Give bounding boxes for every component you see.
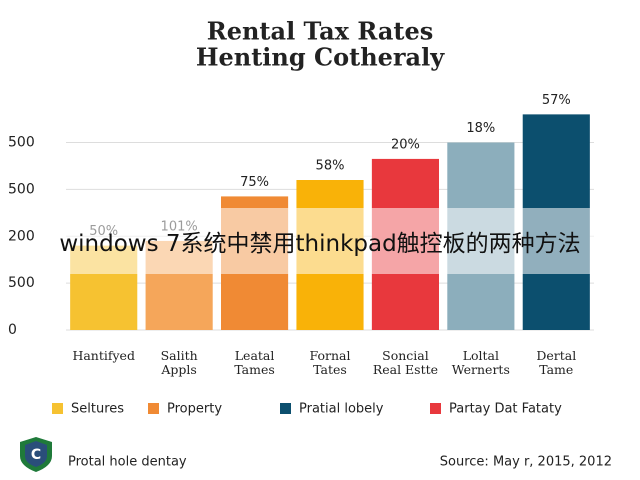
chart-title: Henting Cotheraly <box>196 43 445 72</box>
footer: Protal hole dentay <box>68 455 187 470</box>
logo: C <box>20 437 52 472</box>
legend-label: Property <box>167 402 222 417</box>
overlay-banner: windows 7系统中禁用thinkpad触控板的两种方法 <box>0 208 640 274</box>
x-tick-label: Salith Appls <box>160 348 198 377</box>
x-tick-label: Dertal Tame <box>536 348 577 377</box>
value-label: 18% <box>466 121 495 136</box>
legend-swatch <box>280 403 291 414</box>
y-tick-label: 200 <box>8 228 35 244</box>
y-tick-label: 0 <box>8 322 17 338</box>
source: Source: May r, 2015, 2012 <box>440 455 612 470</box>
value-label: 20% <box>391 137 420 152</box>
legend-swatch <box>430 403 441 414</box>
overlay-text: windows 7系统中禁用thinkpad触控板的两种方法 <box>59 231 581 257</box>
value-label: 75% <box>240 175 269 190</box>
y-tick-label: 500 <box>8 181 35 197</box>
x-tick-label: Soncial Real Estte <box>372 348 439 377</box>
value-label: 57% <box>542 93 571 108</box>
legend-label: Pratial lobely <box>299 402 384 417</box>
legend-swatch <box>52 403 63 414</box>
y-tick-label: 500 <box>8 275 35 291</box>
x-tick-label: Fornal Tates <box>309 348 351 377</box>
legend-label: Partay Dat Fataty <box>449 402 562 417</box>
x-tick-label: Leatal Tames <box>234 348 275 377</box>
value-label: 58% <box>316 159 345 174</box>
chart-title: Rental Tax Rates <box>207 17 433 46</box>
x-tick-label: Hantifyed <box>72 348 135 363</box>
x-tick-label: Loltal Wernerts <box>451 348 510 377</box>
legend-swatch <box>148 403 159 414</box>
y-tick-label: 500 <box>8 135 35 151</box>
legend-label: Seltures <box>71 402 124 417</box>
svg-text:C: C <box>31 447 41 463</box>
